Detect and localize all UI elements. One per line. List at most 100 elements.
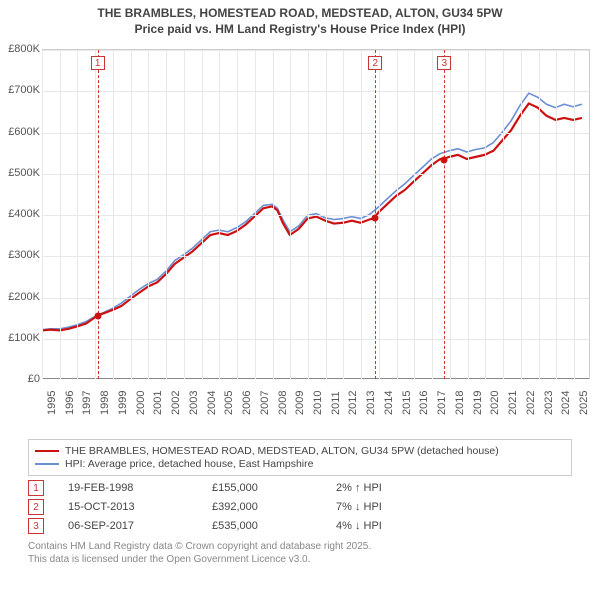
x-tick-label: 2001 (152, 391, 164, 415)
gridline-v (308, 50, 309, 379)
x-tick-label: 2019 (472, 391, 484, 415)
x-tick-label: 2007 (259, 391, 271, 415)
gridline-h (42, 133, 589, 134)
x-tick-label: 2016 (418, 391, 430, 415)
y-tick-label: £300K (0, 249, 40, 261)
gridline-v (184, 50, 185, 379)
x-tick-label: 2002 (170, 391, 182, 415)
x-tick-label: 1995 (46, 391, 58, 415)
sales-date: 15-OCT-2013 (68, 501, 188, 513)
title-line2: Price paid vs. HM Land Registry's House … (4, 22, 596, 38)
legend-swatch (35, 463, 59, 465)
gridline-v (556, 50, 557, 379)
legend: THE BRAMBLES, HOMESTEAD ROAD, MEDSTEAD, … (28, 439, 572, 476)
legend-label: HPI: Average price, detached house, East… (65, 458, 313, 470)
title-line1: THE BRAMBLES, HOMESTEAD ROAD, MEDSTEAD, … (4, 6, 596, 22)
sale-marker-line (444, 50, 445, 379)
x-tick-label: 2025 (578, 391, 590, 415)
sales-number-box: 2 (28, 499, 44, 515)
x-tick-label: 2003 (188, 391, 200, 415)
footer-line1: Contains HM Land Registry data © Crown c… (28, 540, 572, 553)
x-tick-label: 2012 (347, 391, 359, 415)
x-tick-label: 1997 (81, 391, 93, 415)
sales-delta: 2% ↑ HPI (336, 482, 456, 494)
sales-date: 06-SEP-2017 (68, 520, 188, 532)
x-tick-label: 2011 (330, 392, 342, 416)
sale-marker-box: 2 (368, 56, 382, 70)
gridline-v (379, 50, 380, 379)
legend-label: THE BRAMBLES, HOMESTEAD ROAD, MEDSTEAD, … (65, 445, 499, 457)
gridline-v (60, 50, 61, 379)
y-tick-label: £700K (0, 84, 40, 96)
sales-number-box: 3 (28, 518, 44, 534)
x-tick-label: 2000 (135, 391, 147, 415)
gridline-v (273, 50, 274, 379)
sales-delta: 4% ↓ HPI (336, 520, 456, 532)
gridline-v (397, 50, 398, 379)
y-tick-label: £600K (0, 126, 40, 138)
gridline-v (148, 50, 149, 379)
x-tick-label: 1998 (99, 391, 111, 415)
gridline-h (42, 215, 589, 216)
y-tick-label: £200K (0, 291, 40, 303)
gridline-h (42, 256, 589, 257)
gridline-v (432, 50, 433, 379)
gridline-h (42, 339, 589, 340)
gridline-v (202, 50, 203, 379)
x-tick-label: 1996 (64, 391, 76, 415)
footer: Contains HM Land Registry data © Crown c… (28, 540, 572, 566)
x-tick-label: 2020 (489, 391, 501, 415)
gridline-v (574, 50, 575, 379)
gridline-v (113, 50, 114, 379)
legend-row: THE BRAMBLES, HOMESTEAD ROAD, MEDSTEAD, … (35, 445, 565, 457)
gridline-v (343, 50, 344, 379)
sales-table: 119-FEB-1998£155,0002% ↑ HPI215-OCT-2013… (28, 480, 572, 534)
gridline-v (131, 50, 132, 379)
series-price_paid (42, 104, 582, 331)
gridline-v (361, 50, 362, 379)
legend-swatch (35, 450, 59, 452)
gridline-v (42, 50, 43, 379)
sales-row: 119-FEB-1998£155,0002% ↑ HPI (28, 480, 572, 496)
gridline-v (468, 50, 469, 379)
sale-dot (372, 215, 379, 222)
plot-area: 123 (42, 49, 590, 379)
gridline-v (485, 50, 486, 379)
footer-line2: This data is licensed under the Open Gov… (28, 553, 572, 566)
gridline-v (539, 50, 540, 379)
series-hpi (42, 93, 582, 329)
x-tick-label: 2005 (223, 391, 235, 415)
gridline-v (255, 50, 256, 379)
chart: 123 £0£100K£200K£300K£400K£500K£600K£700… (0, 39, 600, 439)
sales-number-box: 1 (28, 480, 44, 496)
legend-row: HPI: Average price, detached house, East… (35, 458, 565, 470)
gridline-v (503, 50, 504, 379)
sale-marker-box: 1 (91, 56, 105, 70)
sale-dot (441, 156, 448, 163)
sales-row: 215-OCT-2013£392,0007% ↓ HPI (28, 499, 572, 515)
gridline-v (166, 50, 167, 379)
x-axis-line (42, 378, 589, 379)
x-tick-label: 2008 (277, 391, 289, 415)
gridline-v (77, 50, 78, 379)
y-tick-label: £800K (0, 43, 40, 55)
sales-price: £535,000 (212, 520, 312, 532)
x-tick-label: 1999 (117, 391, 129, 415)
sales-price: £155,000 (212, 482, 312, 494)
x-tick-label: 2024 (560, 391, 572, 415)
sale-marker-line (98, 50, 99, 379)
x-tick-label: 2017 (436, 391, 448, 415)
gridline-v (326, 50, 327, 379)
gridline-h (42, 91, 589, 92)
gridline-v (521, 50, 522, 379)
x-tick-label: 2013 (365, 391, 377, 415)
x-tick-label: 2010 (312, 391, 324, 415)
y-tick-label: £0 (0, 373, 40, 385)
gridline-v (95, 50, 96, 379)
gridline-v (219, 50, 220, 379)
x-tick-label: 2006 (241, 391, 253, 415)
sale-dot (94, 313, 101, 320)
sales-delta: 7% ↓ HPI (336, 501, 456, 513)
x-tick-label: 2009 (294, 391, 306, 415)
x-tick-label: 2023 (543, 391, 555, 415)
